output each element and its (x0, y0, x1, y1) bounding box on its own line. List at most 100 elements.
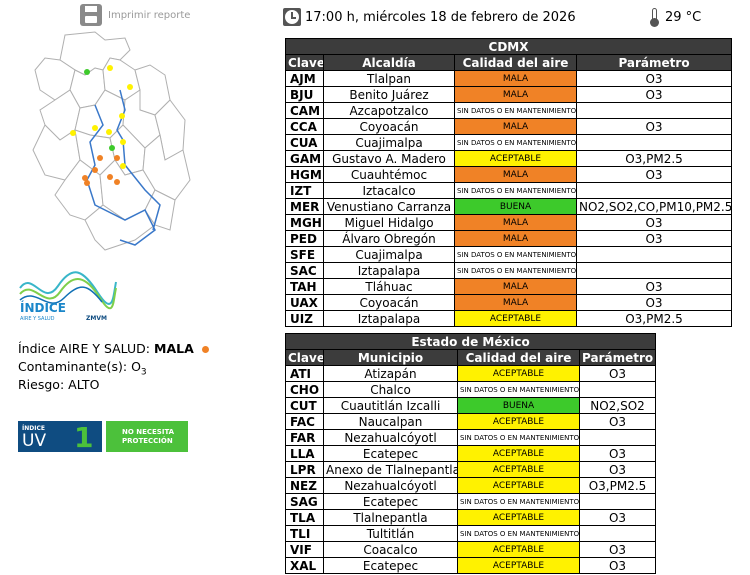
table-row: SFE Cuajimalpa SIN DATOS O EN MANTENIMIENT… (285, 246, 733, 263)
station-code: PED (285, 230, 324, 247)
table-row: FAR Nezahualcóyotl SIN DATOS O EN MANTENIM… (285, 429, 657, 446)
station-code: LPR (285, 461, 324, 478)
col-clave: Clave (285, 349, 324, 366)
station-location: Nezahualcóyotl (323, 477, 458, 494)
air-quality-cell: MALA (454, 118, 577, 135)
station-location: Tultitlán (323, 525, 458, 542)
station-code: CAM (285, 102, 324, 119)
table-row: ATI Atizapán ACEPTABLE O3 (285, 365, 657, 382)
station-code: CHO (285, 381, 324, 398)
table-row: HGM Cuauhtémoc MALA O3 (285, 166, 733, 183)
station-location: Iztapalapa (323, 262, 455, 279)
air-quality-cell: SIN DATOS O EN MANTENIMIENTO (454, 134, 577, 151)
station-code: SAC (285, 262, 324, 279)
air-quality-cell: ACEPTABLE (457, 477, 580, 494)
air-quality-cell: ACEPTABLE (457, 557, 580, 574)
parameter-cell: O3 (578, 461, 657, 478)
station-location: Cuautitlán Izcalli (323, 397, 458, 414)
station-code: CUT (285, 397, 324, 414)
risk: Riesgo: ALTO (18, 377, 99, 392)
station-code: GAM (285, 150, 324, 167)
uv-message-line1: NO NECESITA (122, 427, 175, 436)
table-row: VIF Coacalco ACEPTABLE O3 (285, 541, 657, 558)
station-dot (82, 175, 88, 181)
uv-index-panel: ÍNDICE UV 1 NO NECESITA PROTECCIÓN (18, 421, 188, 454)
printer-icon (80, 4, 102, 26)
station-code: CUA (285, 134, 324, 151)
aq-index-label: Índice AIRE Y SALUD: (18, 341, 151, 356)
indice-aire-salud-logo: ÍNDICE AIRE Y SALUD ZMVM (19, 271, 117, 322)
station-location: Nezahualcóyotl (323, 429, 458, 446)
station-location: Coyoacán (323, 294, 455, 311)
station-dot (114, 155, 120, 161)
table-row: NEZ Nezahualcóyotl ACEPTABLE O3,PM2.5 (285, 477, 657, 494)
air-quality-cell: MALA (454, 86, 577, 103)
station-dot (114, 179, 120, 185)
station-code: UAX (285, 294, 324, 311)
air-quality-cell: MALA (454, 230, 577, 247)
print-report-button[interactable]: Imprimir reporte (80, 2, 190, 28)
parameter-cell: NO2,SO2,CO,PM10,PM2.5 (575, 198, 733, 215)
table-row: TAH Tláhuac MALA O3 (285, 278, 733, 295)
uv-message: NO NECESITA PROTECCIÓN (106, 421, 188, 452)
col-municipio: Municipio (323, 349, 458, 366)
station-dot (107, 174, 113, 180)
air-quality-cell: ACEPTABLE (454, 150, 577, 167)
station-location: Iztapalapa (323, 310, 455, 327)
parameter-cell: O3 (578, 509, 657, 526)
temperature: 29 °C (665, 10, 702, 25)
station-code: HGM (285, 166, 324, 183)
station-code: VIF (285, 541, 324, 558)
col-alcaldia: Alcaldía (323, 54, 455, 71)
cdmx-border (86, 104, 156, 246)
table-row: CHO Chalco SIN DATOS O EN MANTENIMIENTO (285, 381, 657, 398)
uv-index-box: ÍNDICE UV 1 (18, 421, 102, 454)
air-quality-cell: ACEPTABLE (457, 413, 580, 430)
station-dot (97, 155, 103, 161)
parameter-cell: NO2,SO2 (578, 397, 657, 414)
station-location: Ecatepec (323, 557, 458, 574)
logo-word: ÍNDICE (20, 300, 66, 315)
air-quality-cell: BUENA (457, 397, 580, 414)
air-quality-cell: MALA (454, 294, 577, 311)
station-code: FAR (285, 429, 324, 446)
station-location: Tláhuac (323, 278, 455, 295)
air-quality-cell: MALA (454, 214, 577, 231)
col-calidad: Calidad del aire (457, 349, 580, 366)
parameter-cell: O3 (575, 278, 733, 295)
station-location: Miguel Hidalgo (323, 214, 455, 231)
station-dot (84, 69, 90, 75)
station-location: Anexo de Tlalnepantla (323, 461, 458, 478)
station-code: SAG (285, 493, 324, 510)
air-quality-cell: SIN DATOS O EN MANTENIMIENTO (454, 102, 577, 119)
air-quality-cell: ACEPTABLE (457, 541, 580, 558)
edomex-table: Estado de México Clave Municipio Calidad… (284, 333, 657, 574)
air-quality-cell: ACEPTABLE (457, 461, 580, 478)
station-code: MGH (285, 214, 324, 231)
station-dot (120, 163, 126, 169)
table-row: MER Venustiano Carranza BUENA NO2,SO2,CO,PM… (285, 198, 733, 215)
station-code: FAC (285, 413, 324, 430)
station-code: AJM (285, 70, 324, 87)
parameter-cell: O3,PM2.5 (575, 150, 733, 167)
parameter-cell: O3 (575, 294, 733, 311)
station-code: ATI (285, 365, 324, 382)
parameter-cell (578, 381, 657, 398)
parameter-cell: O3 (575, 214, 733, 231)
parameter-cell: O3 (575, 86, 733, 103)
table-row: SAC Iztapalapa SIN DATOS O EN MANTENIMIENT… (285, 262, 733, 279)
station-code: UIZ (285, 310, 324, 327)
station-dot (70, 130, 76, 136)
logo-sub: AIRE Y SALUD (20, 316, 55, 322)
station-code: TLI (285, 525, 324, 542)
col-parametro: Parámetro (578, 349, 657, 366)
air-quality-cell: MALA (454, 166, 577, 183)
station-code: TAH (285, 278, 324, 295)
parameter-cell (578, 493, 657, 510)
parameter-cell: O3 (578, 365, 657, 382)
logo-brand: ZMVM (86, 315, 107, 322)
station-code: IZT (285, 182, 324, 199)
risk-label: Riesgo: (18, 377, 65, 392)
contaminant-label: Contaminante(s): (18, 359, 128, 374)
contaminant-sub: 3 (140, 367, 147, 378)
